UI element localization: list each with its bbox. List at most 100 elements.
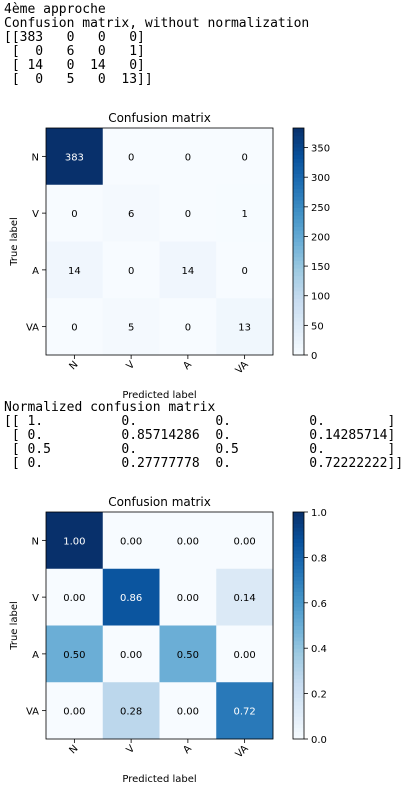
y-tick-label: V bbox=[32, 593, 39, 604]
colorbar-segment bbox=[293, 727, 304, 733]
colorbar-segment bbox=[293, 245, 304, 250]
y-tick-label: VA bbox=[26, 707, 39, 718]
colorbar-segment bbox=[293, 283, 304, 288]
colorbar-segment bbox=[293, 131, 304, 137]
x-axis-label: Predicted label bbox=[122, 774, 196, 785]
colorbar-segment bbox=[293, 523, 304, 528]
colorbar-tick-label: 0.0 bbox=[311, 735, 327, 746]
colorbar-segment bbox=[293, 629, 304, 634]
cell-value-label: 0.00 bbox=[120, 650, 142, 661]
colorbar-tick-label: 0 bbox=[311, 351, 317, 362]
heatmap-cell bbox=[102, 512, 160, 570]
colorbar-segment bbox=[293, 173, 304, 178]
colorbar-segment bbox=[293, 317, 304, 322]
colorbar-segment bbox=[293, 636, 304, 642]
colorbar-segment bbox=[293, 324, 304, 330]
colorbar-segment bbox=[293, 237, 304, 243]
heatmap-cell bbox=[46, 241, 104, 299]
colorbar-tick-label: 100 bbox=[311, 292, 330, 303]
heatmap-cell bbox=[46, 625, 104, 683]
colorbar-tick-label: 0.6 bbox=[311, 599, 327, 610]
y-tick-label: N bbox=[32, 536, 39, 547]
heatmap-cell bbox=[159, 184, 217, 242]
colorbar-segment bbox=[293, 553, 304, 558]
colorbar-segment bbox=[293, 196, 304, 201]
colorbar-segment bbox=[293, 595, 304, 600]
colorbar-segment bbox=[293, 351, 304, 356]
cell-value-label: 0.28 bbox=[120, 707, 142, 718]
cell-value-label: 0 bbox=[185, 323, 191, 334]
colorbar-tick-label: 350 bbox=[311, 144, 330, 155]
colorbar-segment bbox=[293, 682, 304, 687]
x-tick-label: A bbox=[181, 359, 194, 372]
cell-value-label: 0.00 bbox=[177, 593, 199, 604]
colorbar-segment bbox=[293, 512, 304, 517]
colorbar-segment bbox=[293, 527, 304, 532]
heatmap-cell bbox=[159, 128, 217, 186]
y-axis-label: True label bbox=[9, 601, 20, 651]
colorbar-segment bbox=[293, 568, 304, 574]
colorbar-segment bbox=[293, 249, 304, 254]
colorbar-segment bbox=[293, 320, 304, 326]
heatmap-cell bbox=[216, 625, 274, 683]
colorbar-segment bbox=[293, 716, 304, 721]
y-axis-label: True label bbox=[9, 217, 20, 267]
raw-matrix-text: [[383 0 0 0] [ 0 6 0 1] [ 14 0 14 0] [ 0… bbox=[4, 30, 153, 87]
colorbar-segment bbox=[293, 731, 304, 736]
colorbar-segment bbox=[293, 332, 304, 337]
y-tick-label: V bbox=[32, 209, 39, 220]
colorbar-segment bbox=[293, 606, 304, 611]
cell-value-label: 0 bbox=[241, 152, 247, 163]
colorbar-segment bbox=[293, 712, 304, 717]
x-tick-label: N bbox=[67, 359, 80, 372]
colorbar-segment bbox=[293, 576, 304, 581]
colorbar-segment bbox=[293, 184, 304, 190]
colorbar-segment bbox=[293, 143, 304, 148]
colorbar-segment bbox=[293, 542, 304, 547]
heatmap-cell bbox=[102, 568, 160, 626]
heatmap-cell bbox=[102, 682, 160, 740]
heatmap-cell bbox=[46, 298, 104, 356]
normalized-matrix-text: [[ 1. 0. 0. 0. ] [ 0. 0.85714286 0. 0.14… bbox=[4, 414, 404, 471]
cell-value-label: 0 bbox=[185, 209, 191, 220]
colorbar-segment bbox=[293, 587, 304, 593]
colorbar-segment bbox=[293, 625, 304, 630]
colorbar-segment bbox=[293, 610, 304, 615]
colorbar-segment bbox=[293, 704, 304, 710]
y-tick-label: A bbox=[32, 266, 39, 277]
cell-value-label: 0.00 bbox=[177, 536, 199, 547]
colorbar-segment bbox=[293, 644, 304, 649]
heatmap-cell bbox=[159, 298, 217, 356]
colorbar-segment bbox=[293, 347, 304, 352]
colorbar-segment bbox=[293, 298, 304, 303]
cell-value-label: 0.50 bbox=[63, 650, 85, 661]
colorbar-segment bbox=[293, 602, 304, 608]
cell-value-label: 0.86 bbox=[120, 593, 142, 604]
colorbar-segment bbox=[293, 640, 304, 646]
colorbar-segment bbox=[293, 708, 304, 714]
colorbar-segment bbox=[293, 192, 304, 197]
colorbar-segment bbox=[293, 561, 304, 566]
colorbar-segment bbox=[293, 294, 304, 299]
colorbar-segment bbox=[293, 583, 304, 589]
chart-title: Confusion matrix bbox=[108, 495, 211, 509]
colorbar-segment bbox=[293, 339, 304, 345]
colorbar-segment bbox=[293, 655, 304, 661]
heatmap-cell bbox=[102, 241, 160, 299]
plot-frame bbox=[45, 511, 274, 740]
colorbar-tick-label: 0.2 bbox=[311, 690, 327, 701]
cell-value-label: 0.00 bbox=[63, 593, 85, 604]
colorbar-tick-label: 200 bbox=[311, 232, 330, 243]
colorbar-segment bbox=[293, 686, 304, 691]
cell-value-label: 0.00 bbox=[120, 536, 142, 547]
cell-value-label: 0.72 bbox=[233, 707, 255, 718]
colorbar-segment bbox=[293, 256, 304, 262]
colorbar-frame bbox=[292, 511, 305, 740]
colorbar-segment bbox=[293, 188, 304, 193]
colorbar-segment bbox=[293, 267, 304, 273]
plot-frame bbox=[45, 127, 274, 356]
colorbar-segment bbox=[293, 275, 304, 280]
heatmap-cell bbox=[216, 568, 274, 626]
x-tick-label: VA bbox=[234, 359, 251, 376]
colorbar-segment bbox=[293, 233, 304, 239]
